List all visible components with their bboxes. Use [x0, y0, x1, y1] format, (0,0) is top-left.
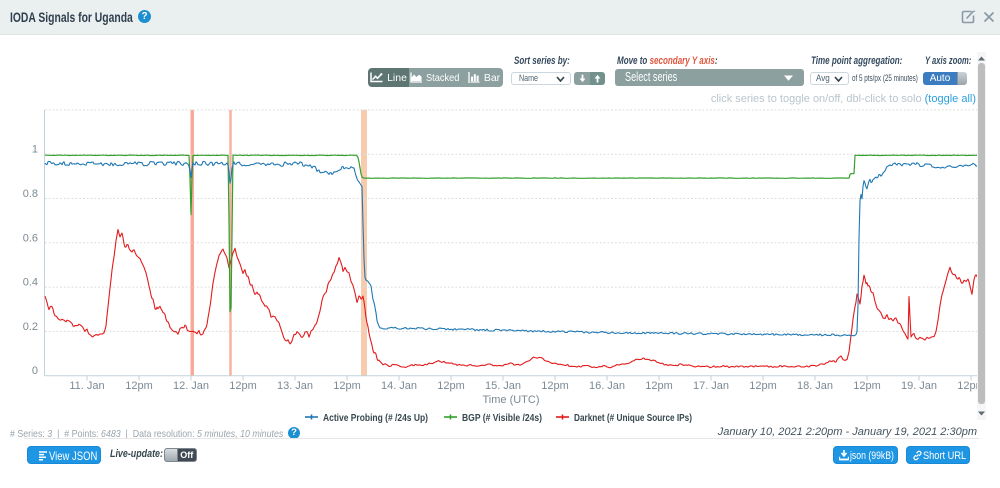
- svg-text:Active Probing (# /24s Up): Active Probing (# /24s Up): [323, 412, 428, 424]
- svg-text:12. Jan: 12. Jan: [173, 380, 209, 392]
- svg-text:12pm: 12pm: [125, 380, 153, 392]
- svg-text:14. Jan: 14. Jan: [381, 380, 417, 392]
- svg-text:15. Jan: 15. Jan: [485, 380, 521, 392]
- svg-text:1: 1: [32, 144, 38, 156]
- svg-text:11. Jan: 11. Jan: [69, 380, 104, 392]
- svg-text:16. Jan: 16. Jan: [589, 380, 625, 392]
- svg-text:0.8: 0.8: [23, 188, 38, 200]
- svg-text:0: 0: [32, 365, 38, 377]
- svg-text:0.6: 0.6: [23, 232, 38, 244]
- svg-text:17. Jan: 17. Jan: [693, 380, 729, 392]
- svg-text:Time (UTC): Time (UTC): [482, 394, 539, 406]
- svg-text:12pm: 12pm: [853, 380, 881, 392]
- svg-text:13. Jan: 13. Jan: [277, 380, 313, 392]
- svg-text:12pm: 12pm: [229, 380, 257, 392]
- svg-text:12pm: 12pm: [541, 380, 569, 392]
- svg-text:12pm: 12pm: [333, 380, 361, 392]
- svg-text:19. Jan: 19. Jan: [901, 380, 937, 392]
- svg-text:BGP (# Visible /24s): BGP (# Visible /24s): [462, 412, 542, 424]
- svg-text:12pm: 12pm: [645, 380, 673, 392]
- svg-text:0.2: 0.2: [23, 321, 38, 333]
- svg-text:Darknet (# Unique Source IPs): Darknet (# Unique Source IPs): [574, 412, 692, 424]
- svg-text:12pm: 12pm: [749, 380, 777, 392]
- svg-text:12pm: 12pm: [437, 380, 465, 392]
- svg-text:18. Jan: 18. Jan: [797, 380, 833, 392]
- svg-text:0.4: 0.4: [23, 277, 38, 289]
